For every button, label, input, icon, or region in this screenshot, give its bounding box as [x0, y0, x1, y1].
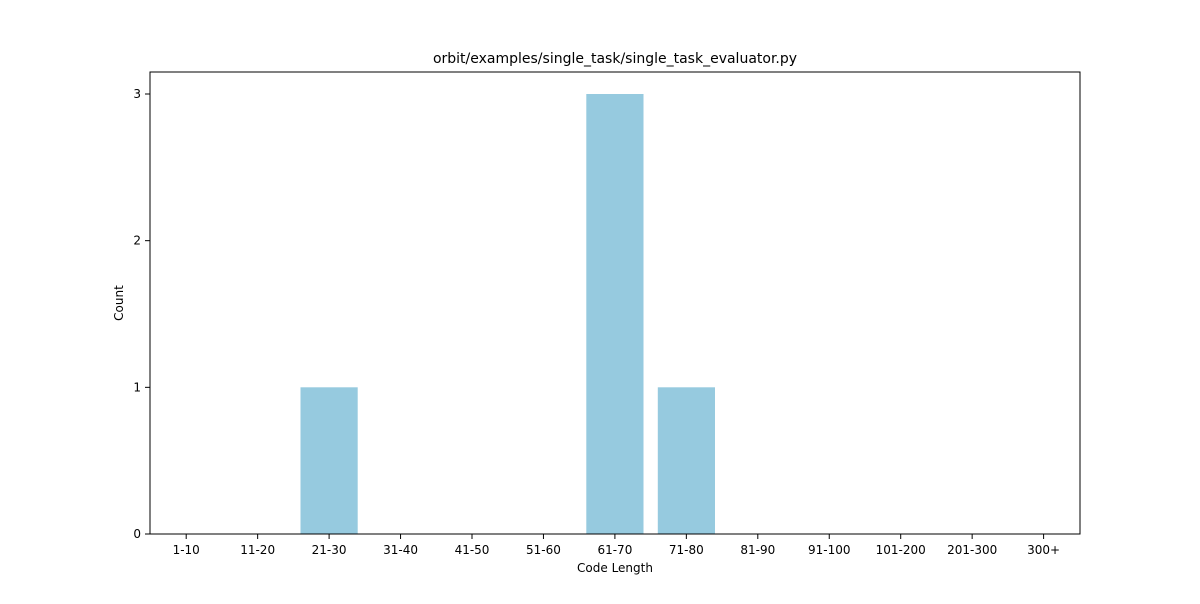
x-tick-label: 71-80 [669, 543, 704, 557]
x-tick-label: 300+ [1027, 543, 1060, 557]
y-axis-ticks: 0 1 2 3 [133, 87, 150, 541]
y-tick-label: 0 [133, 527, 141, 541]
x-tick-label: 101-200 [876, 543, 926, 557]
plot-frame [149, 71, 1081, 535]
y-tick-label: 1 [133, 380, 141, 394]
x-tick-label: 41-50 [455, 543, 490, 557]
x-axis-label: Code Length [577, 561, 653, 575]
bar-21-30 [300, 387, 358, 534]
bar-71-80 [657, 387, 715, 534]
x-tick-label: 91-100 [808, 543, 851, 557]
x-tick-label: 11-20 [240, 543, 275, 557]
x-tick-label: 1-10 [173, 543, 200, 557]
x-tick-label: 31-40 [383, 543, 418, 557]
x-tick-label: 61-70 [597, 543, 632, 557]
chart-title: orbit/examples/single_task/single_task_e… [433, 51, 797, 67]
bars-layer [300, 94, 715, 534]
x-tick-label: 81-90 [740, 543, 775, 557]
bar-61-70 [586, 94, 644, 534]
y-tick-label: 3 [133, 87, 141, 101]
y-tick-label: 2 [133, 234, 141, 248]
x-tick-label: 201-300 [947, 543, 997, 557]
x-tick-label: 21-30 [312, 543, 347, 557]
y-axis-label: Count [112, 285, 126, 321]
x-tick-label: 51-60 [526, 543, 561, 557]
x-axis-ticks: 1-10 11-20 21-30 31-40 41-50 51-60 61-70 71-80 8… [173, 534, 1060, 557]
